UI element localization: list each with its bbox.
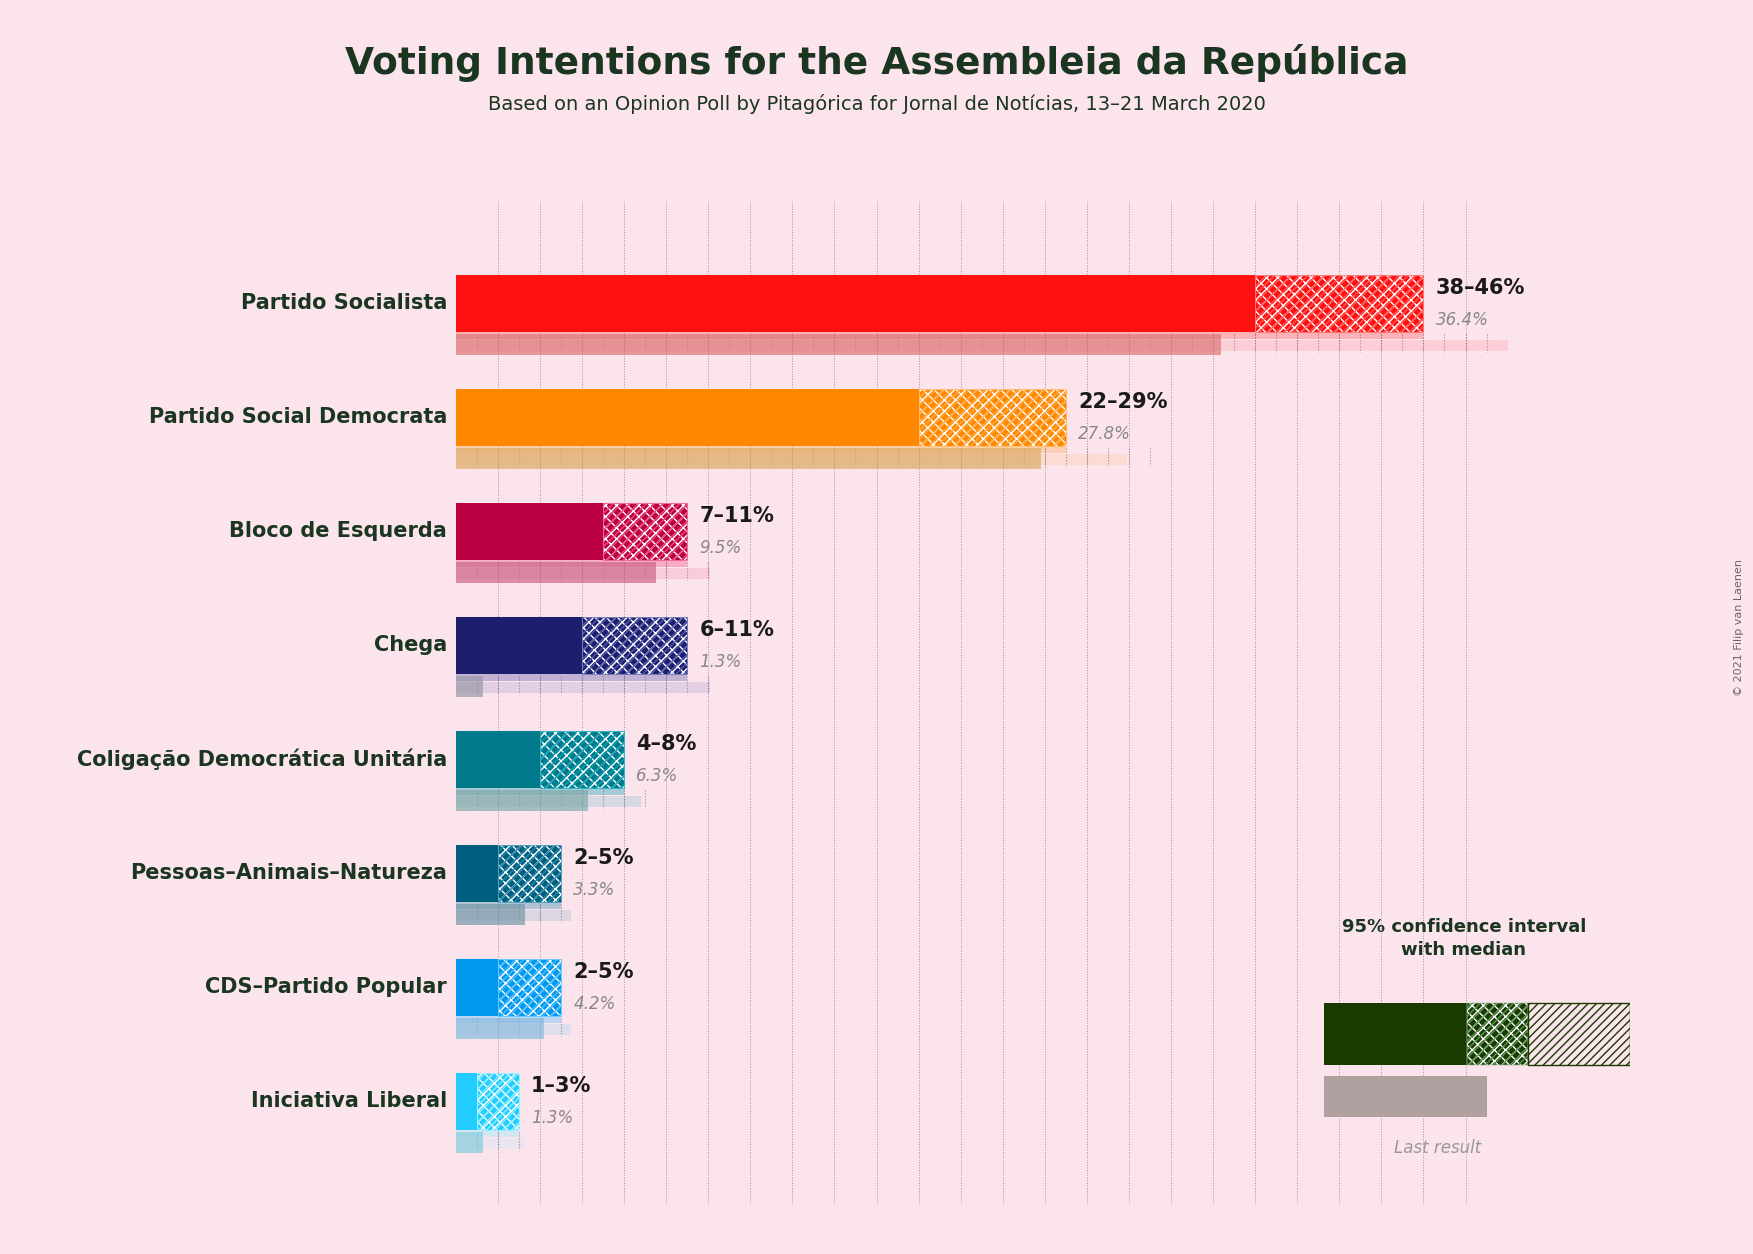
Bar — [456, 904, 526, 924]
Bar — [477, 1072, 519, 1130]
Bar — [603, 503, 687, 559]
Bar — [477, 1072, 519, 1130]
Text: Voting Intentions for the Assembleia da República: Voting Intentions for the Assembleia da … — [345, 44, 1408, 82]
Bar — [456, 1139, 526, 1149]
Bar — [456, 440, 1066, 453]
Text: Pessoas–Animais–Natureza: Pessoas–Animais–Natureza — [130, 863, 447, 883]
Bar — [582, 617, 687, 673]
Text: 4–8%: 4–8% — [636, 734, 696, 754]
Bar — [456, 959, 498, 1016]
Text: Coligação Democrática Unitária: Coligação Democrática Unitária — [77, 749, 447, 770]
Bar — [456, 1132, 484, 1152]
Bar — [456, 326, 1423, 339]
Bar — [456, 554, 687, 567]
Text: Partido Socialista: Partido Socialista — [240, 293, 447, 314]
Bar — [456, 790, 589, 810]
Text: 7–11%: 7–11% — [699, 507, 775, 527]
Text: 27.8%: 27.8% — [1078, 425, 1131, 443]
Bar — [456, 796, 642, 806]
Bar — [456, 617, 582, 673]
Bar — [456, 1018, 543, 1038]
Bar — [603, 503, 687, 559]
Bar — [1255, 275, 1423, 332]
Bar — [456, 454, 1127, 464]
Bar — [456, 1011, 561, 1023]
Bar — [456, 782, 624, 795]
Bar — [456, 389, 919, 445]
Text: CDS–Partido Popular: CDS–Partido Popular — [205, 977, 447, 997]
Bar — [1255, 275, 1423, 332]
Bar — [456, 568, 710, 578]
Text: 2–5%: 2–5% — [573, 962, 635, 982]
Text: Iniciativa Liberal: Iniciativa Liberal — [251, 1091, 447, 1111]
Bar — [456, 334, 1222, 355]
Text: 9.5%: 9.5% — [699, 538, 742, 557]
Bar — [456, 275, 1255, 332]
Bar — [498, 959, 561, 1016]
Text: 36.4%: 36.4% — [1436, 311, 1488, 329]
Bar — [919, 389, 1066, 445]
Bar — [1324, 1003, 1467, 1065]
Text: 1.3%: 1.3% — [531, 1109, 573, 1126]
Bar — [456, 731, 540, 788]
Bar — [456, 676, 484, 696]
Bar — [919, 389, 1066, 445]
Text: 38–46%: 38–46% — [1436, 278, 1525, 298]
Bar — [456, 682, 710, 692]
Text: Last result: Last result — [1394, 1139, 1481, 1156]
Bar — [456, 845, 498, 902]
Bar — [1324, 1076, 1487, 1117]
Text: 4.2%: 4.2% — [573, 994, 615, 1012]
Text: 95% confidence interval
with median: 95% confidence interval with median — [1341, 918, 1586, 959]
Bar — [456, 897, 561, 909]
Text: 22–29%: 22–29% — [1078, 393, 1167, 413]
Bar — [456, 562, 656, 583]
Bar — [456, 448, 1041, 469]
Text: © 2021 Filip van Laenen: © 2021 Filip van Laenen — [1734, 558, 1744, 696]
Bar — [456, 503, 603, 559]
Text: 1.3%: 1.3% — [699, 652, 742, 671]
Bar — [498, 845, 561, 902]
Text: Bloco de Esquerda: Bloco de Esquerda — [230, 522, 447, 542]
Bar — [582, 617, 687, 673]
Bar — [1467, 1003, 1529, 1065]
Bar — [1467, 1003, 1529, 1065]
Bar — [1529, 1003, 1630, 1065]
Text: Partido Social Democrata: Partido Social Democrata — [149, 408, 447, 428]
Bar — [540, 731, 624, 788]
Bar — [498, 845, 561, 902]
Bar — [456, 1025, 571, 1035]
Bar — [456, 910, 571, 920]
Text: Based on an Opinion Poll by Pitagórica for Jornal de Notícias, 13–21 March 2020: Based on an Opinion Poll by Pitagórica f… — [487, 94, 1266, 114]
Text: 1–3%: 1–3% — [531, 1076, 591, 1096]
Text: 2–5%: 2–5% — [573, 848, 635, 868]
Text: 6.3%: 6.3% — [636, 766, 678, 785]
Bar — [456, 340, 1508, 351]
Bar — [1529, 1003, 1630, 1065]
Bar — [498, 959, 561, 1016]
Bar — [456, 1125, 519, 1137]
Bar — [456, 668, 687, 681]
Text: Chega: Chega — [373, 636, 447, 656]
Bar — [540, 731, 624, 788]
Text: 6–11%: 6–11% — [699, 621, 775, 641]
Text: 3.3%: 3.3% — [573, 880, 615, 899]
Bar — [456, 1072, 477, 1130]
